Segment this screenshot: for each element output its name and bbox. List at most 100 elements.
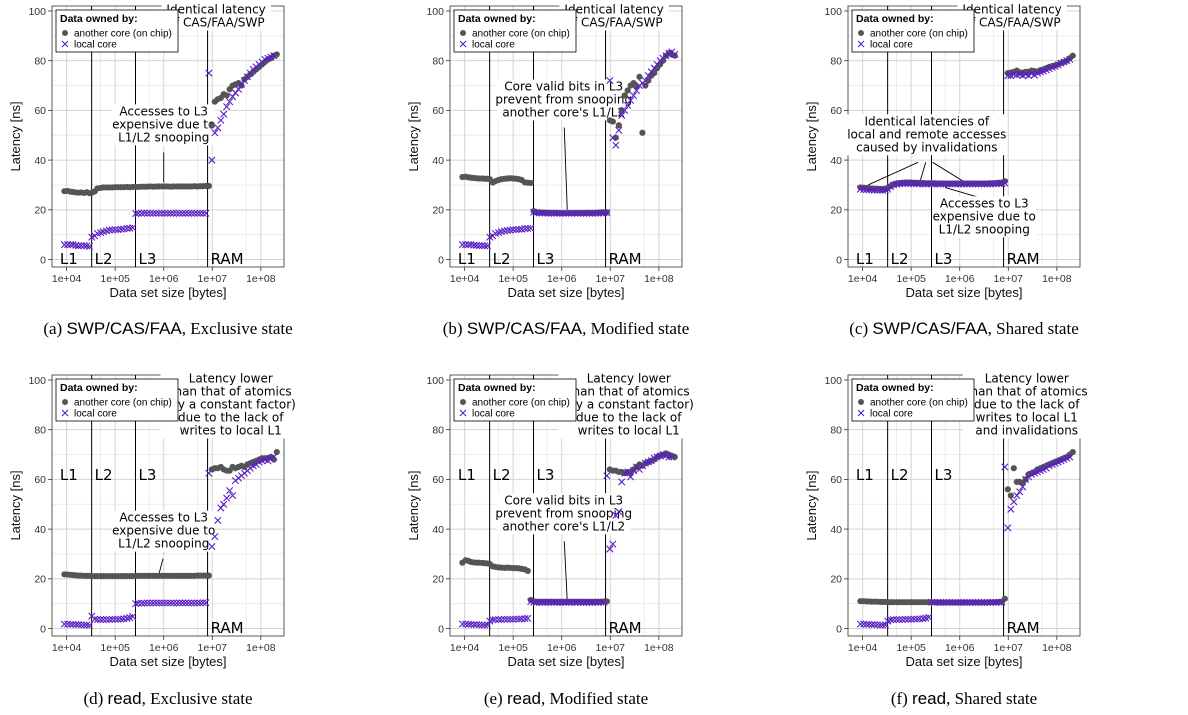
data-point-local-core	[606, 545, 614, 553]
y-tick-label: 80	[830, 424, 842, 436]
data-point-local-core	[512, 226, 520, 234]
data-point-local-core	[556, 598, 564, 607]
annotation-background	[496, 79, 631, 121]
data-point-local-core	[948, 598, 956, 607]
data-point-local-core	[939, 598, 947, 607]
data-point-local-core	[137, 209, 146, 217]
data-point-local-core	[199, 209, 207, 217]
x-tick-label: 1e+08	[1042, 642, 1072, 654]
region-label-l1: L1	[856, 466, 874, 484]
x-tick-label: 1e+06	[945, 642, 975, 654]
data-point-local-core	[627, 473, 635, 481]
y-tick-label: 0	[438, 254, 444, 266]
data-point-local-core	[173, 599, 181, 607]
y-axis-label: Latency [ns]	[406, 470, 421, 540]
legend-box	[851, 9, 975, 53]
data-point-local-core	[123, 224, 131, 233]
chart-panel-b: 1e+04 1e+05 1e+06 1e+07 1e+08 0 20 40 60 80 100 Dat…	[406, 2, 689, 338]
data-point-local-core	[140, 599, 148, 607]
data-point-local-core	[936, 598, 944, 607]
data-point-another-core	[273, 448, 280, 456]
data-point-local-core	[475, 242, 483, 250]
data-point-local-core	[892, 616, 901, 624]
data-point-local-core	[85, 621, 94, 629]
data-point-another-core	[238, 82, 245, 89]
data-point-local-core	[913, 615, 921, 623]
data-point-local-core	[901, 179, 909, 188]
data-point-local-core	[879, 621, 887, 629]
y-tick-label: 100	[824, 6, 842, 18]
region-label-ram: RAM	[1007, 619, 1040, 637]
x-tick-label: 1e+06	[149, 642, 179, 654]
data-point-local-core	[971, 598, 980, 607]
data-point-local-core	[134, 209, 142, 217]
data-point-local-core	[223, 494, 231, 502]
data-point-local-core	[644, 72, 652, 80]
data-point-local-core	[957, 180, 965, 188]
legend-marker-local-core	[459, 40, 467, 48]
data-point-local-core	[462, 241, 470, 249]
region-label-l2: L2	[891, 250, 909, 268]
y-axis-label: Latency [ns]	[804, 470, 819, 540]
data-point-local-core	[998, 598, 1006, 606]
data-point-local-core	[925, 613, 933, 621]
data-point-local-core	[1013, 71, 1021, 79]
data-point-local-core	[506, 615, 514, 623]
legend-marker-another-core	[858, 399, 864, 405]
data-point-local-core	[117, 615, 125, 623]
region-label-ram: RAM	[211, 619, 244, 637]
data-point-local-core	[464, 620, 473, 628]
data-point-local-core	[868, 620, 876, 629]
data-point-another-core	[524, 567, 531, 574]
legend-title: Data owned by:	[856, 382, 934, 394]
data-point-local-core	[910, 180, 918, 188]
data-point-local-core	[99, 616, 107, 624]
data-point-local-core	[977, 598, 986, 607]
data-point-local-core	[995, 598, 1003, 606]
data-point-local-core	[939, 180, 947, 188]
data-point-local-core	[960, 598, 968, 607]
data-point-local-core	[535, 209, 544, 217]
x-tick-label: 1e+06	[547, 642, 577, 654]
annotation-pointer	[867, 161, 919, 186]
annotation-text: writes to local L1	[180, 423, 282, 437]
data-point-local-core	[873, 621, 881, 629]
data-point-local-core	[467, 620, 475, 628]
caption-operation: read	[912, 689, 946, 708]
annotation-text: of CAS/FAA/SWP	[566, 15, 663, 29]
region-label-l1: L1	[458, 466, 476, 484]
data-point-local-core	[246, 69, 254, 77]
annotation-text: Identical latency	[962, 2, 1061, 16]
annotation-text: Identical latencies of	[865, 114, 990, 128]
legend-marker-another-core	[460, 30, 466, 36]
data-point-local-core	[889, 616, 897, 624]
data-point-another-core	[1069, 448, 1076, 456]
data-point-local-core	[472, 241, 481, 249]
data-point-local-core	[105, 226, 113, 234]
data-point-local-core	[226, 486, 234, 495]
data-point-another-core	[273, 51, 280, 58]
data-point-local-core	[199, 599, 207, 607]
data-point-local-core	[895, 616, 903, 624]
data-point-local-core	[226, 98, 234, 106]
data-point-local-core	[591, 209, 599, 217]
data-point-local-core	[205, 69, 213, 77]
data-point-local-core	[930, 180, 938, 188]
caption-operation: SWP/CAS/FAA	[66, 319, 182, 338]
legend-entry-local-core: local core	[472, 409, 515, 420]
legend-entry-another-core: another core (on chip)	[870, 29, 968, 40]
legend-marker-local-core	[459, 409, 467, 417]
data-point-local-core	[618, 478, 626, 486]
data-point-local-core	[500, 227, 508, 235]
caption-rest: , Modified state	[541, 689, 648, 708]
data-point-local-core	[910, 615, 918, 623]
data-point-local-core	[945, 598, 953, 607]
y-tick-label: 60	[34, 474, 46, 486]
data-point-local-core	[190, 599, 198, 607]
data-point-local-core	[143, 209, 151, 217]
data-point-local-core	[998, 179, 1006, 188]
data-point-local-core	[856, 620, 864, 628]
data-point-local-core	[942, 598, 950, 607]
y-tick-label: 0	[40, 254, 46, 266]
data-point-local-core	[64, 620, 72, 628]
